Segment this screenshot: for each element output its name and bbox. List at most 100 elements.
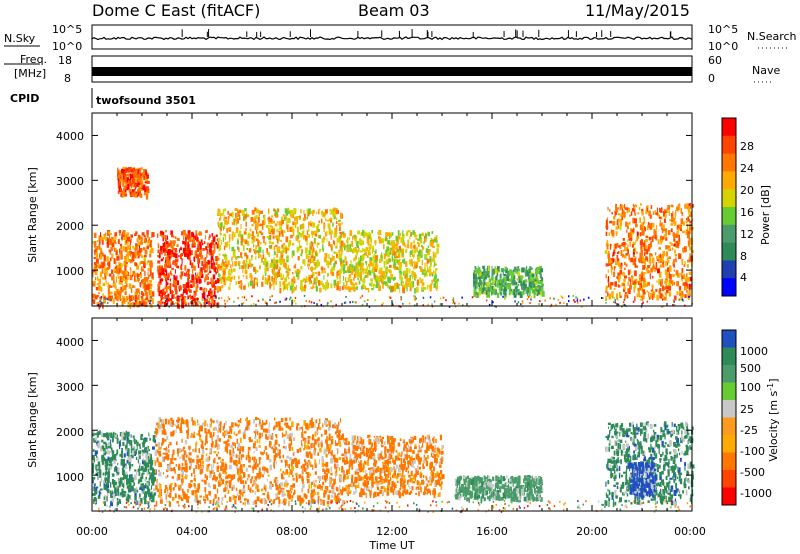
scatter-cell (107, 292, 110, 297)
scatter-cell (517, 266, 520, 269)
scatter-cell (164, 439, 167, 442)
scatter-cell (362, 229, 364, 236)
scatter-cell (335, 208, 338, 211)
scatter-cell (482, 265, 485, 269)
scatter-cell (642, 223, 644, 227)
scatter-cell (308, 259, 310, 263)
scatter-cell (128, 283, 132, 289)
scatter-cell (101, 445, 105, 450)
scatter-cell (251, 223, 254, 227)
scatter-cell (355, 301, 357, 304)
scatter-cell (305, 247, 308, 254)
scatter-cell (257, 216, 260, 223)
scatter-cell (308, 281, 312, 285)
scatter-cell (126, 485, 130, 489)
scatter-cell (407, 284, 410, 288)
scatter-cell (92, 430, 95, 434)
scatter-cell (625, 206, 627, 209)
scatter-cell (128, 259, 131, 262)
scatter-cell (635, 281, 637, 285)
scatter-cell (664, 291, 667, 296)
scatter-cell (240, 280, 242, 283)
scatter-cell (233, 300, 235, 303)
scatter-cell (657, 268, 660, 274)
scatter-cell (339, 286, 341, 292)
scatter-cell (636, 231, 639, 237)
scatter-cell (330, 499, 332, 502)
scatter-cell (658, 279, 661, 285)
scatter-cell (111, 276, 114, 281)
scatter-cell (662, 226, 664, 232)
scatter-cell (178, 285, 181, 290)
scatter-cell (169, 298, 172, 302)
scatter-cell (312, 209, 315, 214)
scatter-cell (180, 484, 182, 491)
scatter-cell (284, 245, 287, 252)
scatter-cell (185, 272, 187, 277)
scatter-cell (185, 451, 187, 458)
scatter-cell (401, 248, 404, 254)
scatter-cell (152, 291, 155, 297)
scatter-cell (313, 262, 317, 265)
scatter-cell (135, 251, 138, 256)
scatter-cell (322, 423, 324, 428)
scatter-cell (214, 444, 216, 448)
scatter-cell (101, 277, 105, 280)
scatter-cell (360, 285, 363, 290)
scatter-cell (139, 262, 141, 266)
scatter-cell (99, 264, 103, 268)
scatter-cell (430, 283, 433, 286)
freq-tick-top: 18 (58, 54, 72, 67)
scatter-cell (676, 291, 679, 295)
scatter-cell (116, 498, 119, 504)
scatter-cell (264, 261, 266, 268)
cpid-label: CPID (10, 92, 39, 105)
scatter-cell (196, 253, 198, 258)
scatter-cell (611, 212, 613, 215)
scatter-cell (129, 439, 131, 444)
scatter-cell (531, 289, 535, 294)
scatter-cell (134, 488, 136, 495)
scatter-cell (691, 250, 694, 253)
scatter-cell (123, 474, 126, 480)
scatter-cell (689, 283, 693, 287)
scatter-cell (617, 218, 620, 223)
scatter-cell (635, 265, 638, 268)
scatter-cell (640, 249, 643, 255)
scatter-cell (207, 259, 210, 265)
scatter-cell (630, 232, 633, 239)
scatter-cell (255, 446, 258, 451)
scatter-cell (273, 208, 276, 212)
scatter-cell (394, 247, 398, 250)
scatter-cell (239, 214, 241, 221)
scatter-cell (106, 477, 110, 483)
scatter-cell (563, 302, 565, 304)
scatter-cell (408, 239, 410, 243)
scatter-cell (488, 266, 490, 271)
scatter-cell (180, 296, 182, 299)
scatter-cell (289, 213, 292, 217)
scatter-cell (632, 203, 634, 207)
scatter-cell (361, 254, 365, 261)
scatter-cell (684, 261, 686, 265)
scatter-cell (190, 285, 194, 288)
scatter-cell (224, 208, 226, 212)
scatter-cell (391, 232, 394, 236)
scatter-cell (125, 237, 128, 243)
scatter-cell (192, 274, 194, 280)
scatter-cell (222, 270, 226, 275)
scatter-cell (367, 287, 370, 293)
scatter-cell (261, 488, 264, 492)
scatter-cell (132, 246, 135, 249)
scatter-cell (413, 297, 416, 300)
scatter-cell (128, 474, 131, 480)
scatter-cell (527, 286, 529, 290)
scatter-cell (288, 277, 290, 280)
scatter-cell (625, 253, 628, 256)
scatter-cell (523, 267, 526, 271)
scatter-cell (539, 300, 541, 303)
scatter-cell (680, 272, 682, 276)
scatter-cell (306, 216, 309, 220)
scatter-cell (532, 283, 534, 288)
scatter-cell (638, 206, 641, 211)
